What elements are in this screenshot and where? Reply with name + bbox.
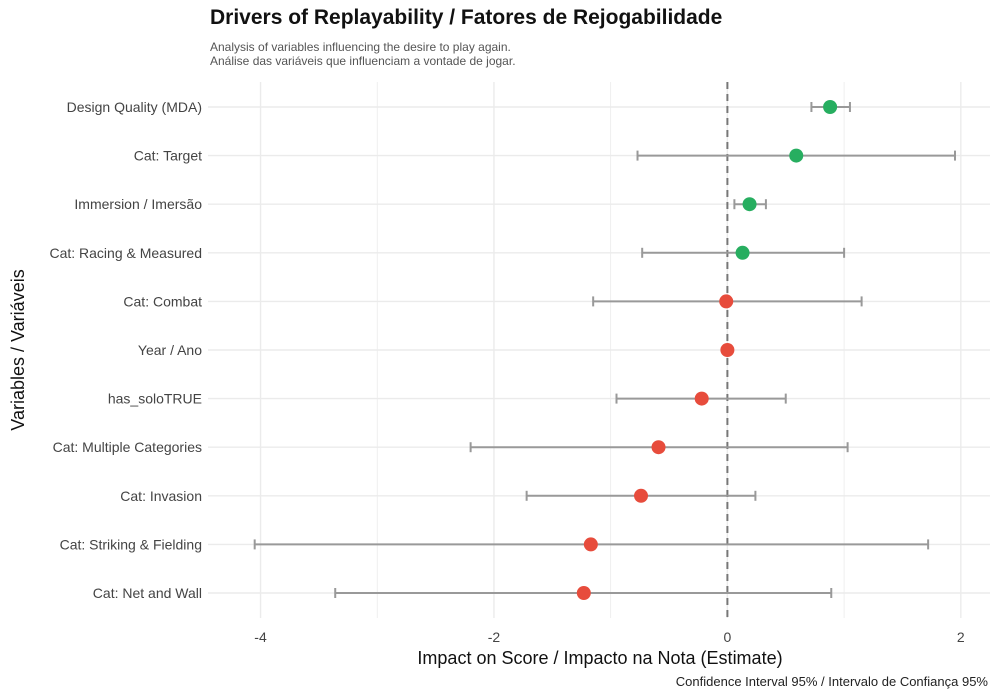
y-tick-label: has_soloTRUE: [108, 391, 202, 407]
chart-title: Drivers of Replayability / Fatores de Re…: [210, 6, 723, 29]
y-tick-label: Cat: Net and Wall: [93, 585, 202, 601]
x-tick-label: -4: [254, 629, 267, 645]
estimate-points: [576, 100, 838, 600]
estimate-point: [742, 197, 757, 212]
estimate-point: [634, 488, 649, 503]
estimate-point: [651, 440, 666, 455]
y-tick-labels: Design Quality (MDA) Cat: Target Immersion…: [49, 99, 202, 601]
x-tick-label: -2: [488, 629, 501, 645]
estimate-point: [823, 100, 838, 114]
estimate-point: [789, 148, 804, 163]
estimate-point: [583, 537, 598, 552]
x-tick-label: 2: [957, 629, 965, 645]
y-tick-label: Year / Ano: [138, 342, 202, 358]
y-tick-label: Immersion / Imersão: [74, 196, 202, 212]
y-tick-label: Cat: Combat: [123, 293, 202, 309]
x-tick-labels: -4 -2 0 2: [254, 629, 965, 645]
y-tick-label: Cat: Multiple Categories: [53, 439, 202, 455]
y-tick-label: Cat: Invasion: [120, 488, 202, 504]
y-tick-label: Cat: Striking & Fielding: [60, 536, 202, 552]
subtitle-line-pt: Análise das variáveis que influenciam a …: [210, 54, 516, 68]
estimate-point: [576, 586, 591, 600]
grid-lines: [208, 82, 990, 618]
subtitle-line-en: Analysis of variables influencing the de…: [210, 40, 511, 54]
x-tick-label: 0: [723, 629, 731, 645]
estimate-point: [720, 343, 735, 357]
y-tick-label: Design Quality (MDA): [67, 99, 202, 115]
chart-caption: Confidence Interval 95% / Intervalo de C…: [675, 674, 988, 689]
y-tick-label: Cat: Racing & Measured: [49, 245, 202, 261]
y-tick-label: Cat: Target: [134, 148, 202, 164]
chart-subtitle: Analysis of variables influencing the de…: [210, 40, 516, 68]
y-axis-title: Variables / Variáveis: [8, 269, 28, 430]
x-axis-title: Impact on Score / Impacto na Nota (Estim…: [417, 648, 782, 668]
estimate-point: [735, 245, 750, 260]
estimate-point: [719, 294, 734, 309]
estimate-point: [694, 391, 709, 406]
